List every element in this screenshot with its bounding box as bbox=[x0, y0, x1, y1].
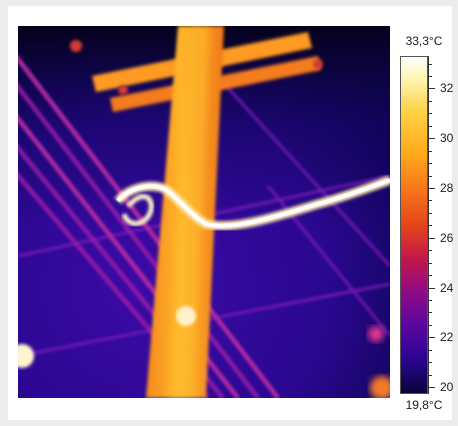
scale-tick-label: 20 bbox=[440, 380, 454, 394]
scale-minor-tick bbox=[428, 262, 432, 264]
scale-major-tick bbox=[428, 337, 435, 339]
scale-minor-tick bbox=[428, 150, 432, 152]
scale-minor-tick bbox=[428, 275, 432, 276]
scale-major-tick bbox=[428, 237, 435, 239]
scale-tick-label: 22 bbox=[440, 330, 454, 345]
scale-minor-tick bbox=[428, 225, 432, 227]
scale-major-tick bbox=[428, 187, 435, 189]
scale-minor-tick bbox=[428, 374, 432, 376]
scale-tick-label: 30 bbox=[440, 131, 454, 146]
scale-minor-tick bbox=[428, 63, 432, 65]
scale-minor-tick bbox=[428, 299, 432, 301]
scale-max-label: 33,3°C bbox=[405, 34, 443, 48]
scale-minor-tick bbox=[428, 100, 432, 102]
scale-major-tick bbox=[428, 88, 435, 90]
hotspot-bottom-right bbox=[370, 376, 390, 398]
scale-tick-label: 32 bbox=[440, 81, 454, 96]
scale-minor-tick bbox=[428, 113, 432, 115]
scale-minor-tick bbox=[428, 75, 432, 77]
hotspot-pole bbox=[176, 306, 196, 326]
scale-minor-tick bbox=[428, 349, 432, 351]
scale-major-tick bbox=[428, 387, 435, 388]
scale-minor-tick bbox=[428, 324, 432, 326]
hotspot-left bbox=[18, 344, 34, 368]
scale-minor-tick bbox=[428, 175, 432, 177]
scale-tick-label: 26 bbox=[440, 230, 454, 245]
scale-minor-tick bbox=[428, 200, 432, 202]
color-scale-axis: 32 30 28 26 24 22 20 bbox=[428, 56, 458, 394]
scale-minor-tick bbox=[428, 163, 432, 164]
thermal-image bbox=[18, 26, 390, 398]
hot-conductor-core bbox=[116, 178, 390, 228]
scale-min-label: 19,8°C bbox=[405, 398, 443, 412]
scale-minor-tick bbox=[428, 250, 432, 252]
scale-tick-label: 28 bbox=[440, 180, 454, 195]
scale-minor-tick bbox=[428, 312, 432, 314]
scale-minor-tick bbox=[428, 125, 432, 127]
hot-clamp bbox=[121, 193, 154, 227]
thermal-scene bbox=[18, 26, 390, 398]
color-scale-bar bbox=[400, 56, 428, 394]
arm-insulators bbox=[70, 40, 323, 95]
hotspot-right bbox=[368, 326, 384, 342]
scale-major-tick bbox=[428, 138, 435, 140]
scale-major-tick bbox=[428, 287, 435, 289]
axis-line bbox=[428, 56, 429, 394]
scale-minor-tick bbox=[428, 212, 432, 214]
scale-tick-label: 24 bbox=[440, 280, 454, 295]
scale-minor-tick bbox=[428, 362, 432, 364]
